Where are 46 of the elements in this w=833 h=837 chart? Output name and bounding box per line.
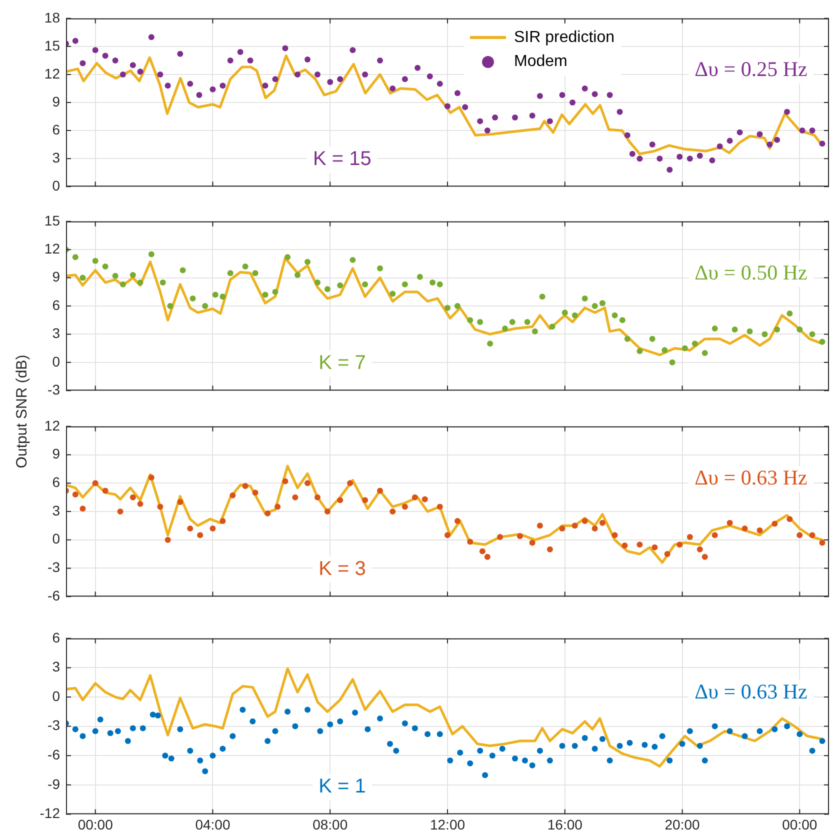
x-tick-label: 20:00 [664, 816, 700, 832]
y-tick-label: 3 [52, 658, 60, 675]
annotation: K = 1 [318, 776, 366, 798]
x-tick-label: 00:00 [782, 816, 818, 832]
annotation: Δυ = 0.50 Hz [694, 260, 808, 284]
y-tick-label: 15 [44, 212, 60, 228]
y-tick-label: 3 [52, 149, 60, 166]
y-tick-label: 6 [52, 629, 60, 646]
y-tick-label: 12 [44, 65, 60, 82]
x-tick-label: 12:00 [430, 816, 466, 832]
y-tick-label: 0 [52, 177, 60, 194]
annotation: Δυ = 0.63 Hz [694, 679, 808, 704]
annotation: Δυ = 0.25 Hz [694, 57, 808, 82]
y-tick-label: 18 [44, 9, 60, 26]
y-tick-label: -9 [48, 776, 60, 792]
y-tick-label: 9 [52, 93, 60, 110]
y-tick-label: -6 [48, 587, 60, 604]
y-tick-label: 12 [44, 417, 60, 434]
y-tick-label: 3 [52, 502, 60, 518]
y-tick-label: -3 [48, 381, 60, 398]
x-tick-label: 00:00 [78, 816, 114, 832]
annotation: K = 3 [318, 558, 366, 580]
y-tick-label: 0 [52, 353, 60, 370]
y-tick-label: 3 [52, 325, 60, 342]
x-tick-label: 08:00 [312, 816, 348, 832]
y-tick-label: -12 [40, 805, 60, 822]
y-tick-label: 9 [52, 268, 60, 285]
y-tick-label: 15 [44, 37, 60, 54]
y-tick-label: -3 [48, 717, 60, 734]
y-tick-label: -6 [48, 746, 60, 762]
y-tick-label: 9 [52, 446, 60, 462]
y-tick-label: 0 [52, 530, 60, 547]
legend-label: SIR prediction [514, 29, 614, 47]
y-tick-label: 6 [52, 296, 60, 313]
y-tick-label: -3 [48, 559, 60, 576]
y-tick-label: 6 [52, 121, 60, 138]
y-axis-title: Output SNR (dB) [14, 354, 30, 470]
x-tick-label: 16:00 [547, 816, 583, 832]
y-tick-label: 6 [52, 474, 60, 490]
annotation: K = 15 [313, 148, 372, 170]
y-tick-label: 0 [52, 688, 60, 704]
legend-label: Modem [514, 53, 568, 71]
y-tick-label: 12 [44, 240, 60, 256]
x-tick-label: 04:00 [195, 816, 230, 832]
annotation: Δυ = 0.63 Hz [694, 466, 808, 490]
annotation: K = 7 [318, 352, 366, 374]
